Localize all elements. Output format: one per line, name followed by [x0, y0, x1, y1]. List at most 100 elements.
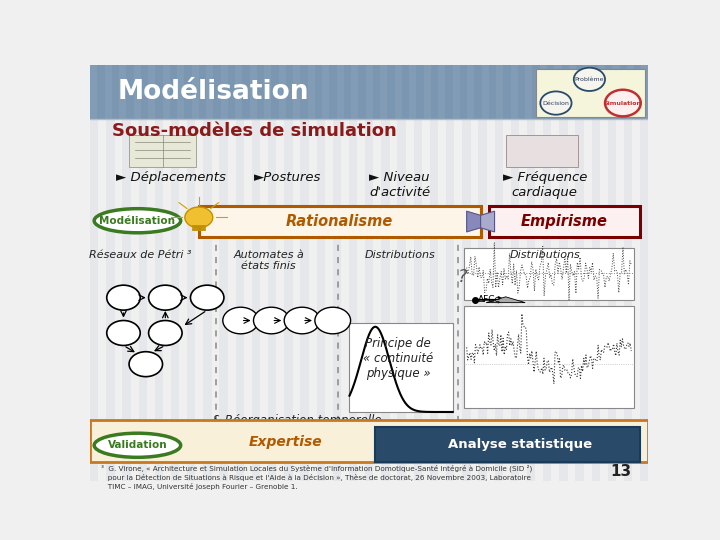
Text: Empirisme: Empirisme: [521, 214, 608, 230]
Bar: [536, 69, 645, 117]
Bar: [300, 119, 309, 481]
Bar: [235, 119, 244, 481]
Bar: [505, 136, 578, 167]
Circle shape: [148, 321, 182, 346]
Bar: [250, 65, 257, 119]
Bar: [526, 65, 533, 119]
Bar: [409, 65, 416, 119]
Bar: [496, 65, 503, 119]
Bar: [235, 65, 243, 119]
Bar: [489, 206, 639, 238]
Bar: [317, 119, 325, 481]
Bar: [138, 119, 147, 481]
Text: Automates à
états finis: Automates à états finis: [233, 250, 304, 272]
Bar: [122, 119, 131, 481]
Text: ³  G. Virone, « Architecture et Simulation Locales du Système d'Information Domo: ³ G. Virone, « Architecture et Simulatio…: [101, 465, 532, 472]
Bar: [129, 136, 196, 167]
Bar: [395, 65, 402, 119]
Text: Expertise: Expertise: [248, 435, 322, 449]
Text: ► Déplacements: ► Déplacements: [116, 171, 226, 184]
Bar: [177, 65, 184, 119]
Bar: [264, 65, 271, 119]
Text: Principe de
« continuité
physique »: Principe de « continuité physique »: [363, 337, 433, 380]
Polygon shape: [486, 297, 526, 302]
Text: Simulation: Simulation: [604, 100, 642, 105]
Text: ► Niveau
d'activité: ► Niveau d'activité: [369, 171, 431, 199]
Circle shape: [284, 307, 320, 334]
Bar: [464, 248, 634, 300]
Bar: [104, 65, 112, 119]
Circle shape: [253, 307, 289, 334]
Circle shape: [107, 321, 140, 346]
Bar: [462, 119, 471, 481]
Ellipse shape: [94, 433, 181, 457]
Bar: [640, 119, 649, 481]
Bar: [478, 119, 487, 481]
Text: Problème: Problème: [575, 77, 604, 82]
Bar: [414, 119, 422, 481]
Bar: [187, 119, 195, 481]
Text: Validation: Validation: [107, 440, 167, 450]
Bar: [307, 65, 315, 119]
Bar: [527, 119, 535, 481]
Bar: [467, 65, 474, 119]
Text: Décision: Décision: [542, 100, 570, 105]
Bar: [90, 65, 97, 119]
Bar: [656, 65, 663, 119]
Bar: [423, 65, 431, 119]
Bar: [365, 119, 374, 481]
Circle shape: [190, 285, 224, 310]
Bar: [90, 65, 648, 119]
Bar: [569, 65, 576, 119]
Bar: [284, 119, 292, 481]
Bar: [642, 65, 649, 119]
Bar: [90, 119, 99, 481]
Text: TIMC – IMAG, Université Joseph Fourier – Grenoble 1.: TIMC – IMAG, Université Joseph Fourier –…: [101, 483, 298, 490]
Bar: [380, 65, 387, 119]
Bar: [592, 119, 600, 481]
Bar: [464, 306, 634, 408]
Bar: [333, 119, 341, 481]
Circle shape: [222, 307, 258, 334]
Circle shape: [107, 285, 140, 310]
Bar: [192, 65, 199, 119]
Text: & Réorganisation temporelle: & Réorganisation temporelle: [212, 414, 382, 427]
Circle shape: [315, 307, 351, 334]
Bar: [495, 119, 503, 481]
Polygon shape: [481, 211, 495, 232]
Bar: [268, 119, 276, 481]
Circle shape: [148, 285, 182, 310]
Bar: [430, 119, 438, 481]
Text: Rationalisme: Rationalisme: [286, 214, 393, 230]
Bar: [119, 65, 126, 119]
Bar: [438, 65, 446, 119]
Bar: [171, 119, 179, 481]
Text: Analyse statistique: Analyse statistique: [449, 438, 593, 451]
Bar: [337, 65, 344, 119]
Bar: [366, 65, 373, 119]
Circle shape: [540, 91, 572, 114]
Bar: [203, 119, 212, 481]
Bar: [540, 65, 547, 119]
Bar: [397, 119, 406, 481]
Text: ΔFCe: ΔFCe: [478, 295, 501, 304]
Bar: [199, 206, 481, 238]
Circle shape: [185, 207, 213, 228]
Bar: [220, 119, 228, 481]
Bar: [624, 119, 632, 481]
Circle shape: [129, 352, 163, 377]
Text: ► Fréquence
cardiaque: ► Fréquence cardiaque: [503, 171, 587, 199]
Bar: [627, 65, 634, 119]
Text: pour la Détection de Situations à Risque et l'Aide à la Décision », Thèse de doc: pour la Détection de Situations à Risque…: [101, 474, 531, 481]
Bar: [349, 119, 357, 481]
Bar: [155, 119, 163, 481]
Bar: [90, 420, 648, 462]
Bar: [106, 119, 114, 481]
Bar: [598, 65, 605, 119]
Bar: [252, 119, 260, 481]
Bar: [293, 65, 300, 119]
Circle shape: [605, 90, 641, 116]
Bar: [382, 119, 390, 481]
Circle shape: [574, 68, 605, 91]
Bar: [583, 65, 590, 119]
